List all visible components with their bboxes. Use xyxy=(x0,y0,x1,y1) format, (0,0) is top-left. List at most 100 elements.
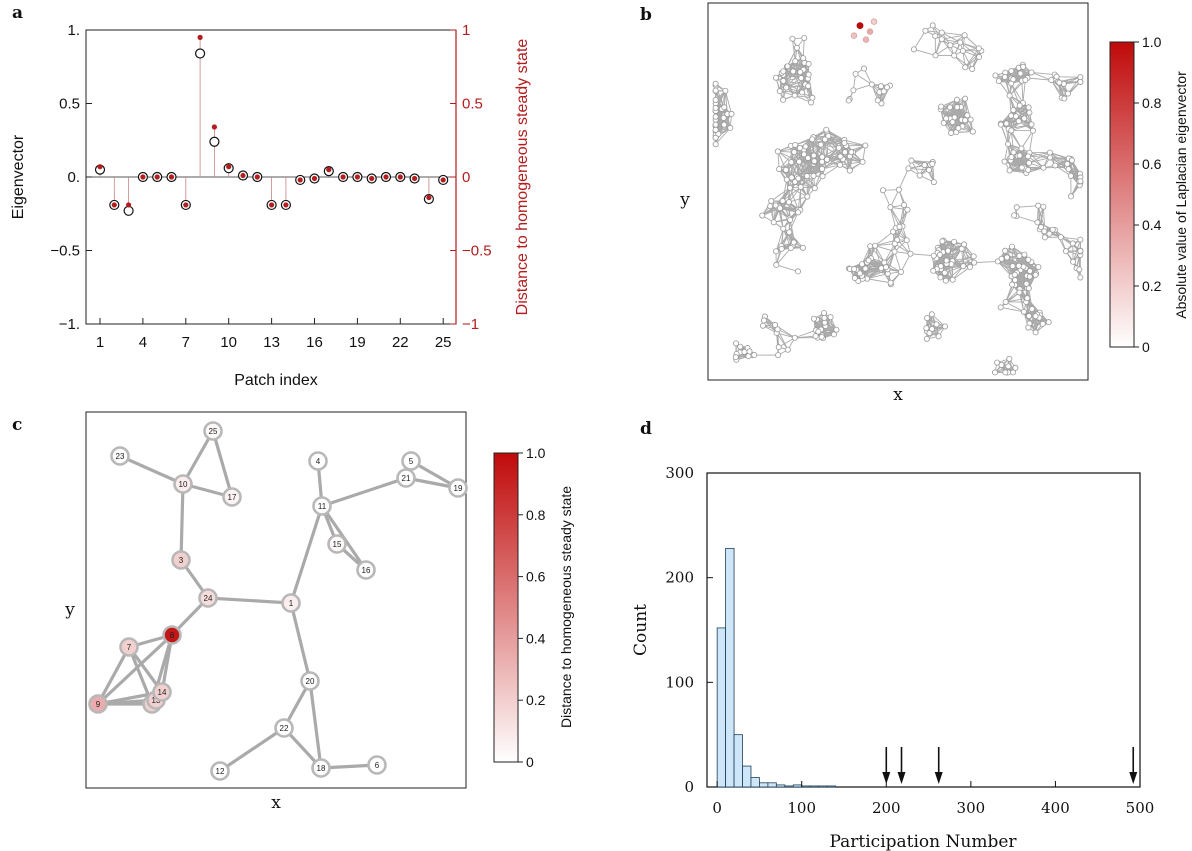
network-node xyxy=(770,219,777,226)
x-tick-label: 22 xyxy=(392,334,409,351)
network-node xyxy=(773,261,780,268)
network-edge xyxy=(1049,152,1068,168)
network-edge xyxy=(1016,205,1039,208)
y-tick-label: 1. xyxy=(67,22,80,39)
network-node xyxy=(785,199,792,206)
network-edge xyxy=(1000,306,1024,313)
network-edge xyxy=(1001,258,1019,267)
network-node xyxy=(1020,63,1027,70)
network-edge xyxy=(1010,83,1021,106)
network-node xyxy=(774,148,781,155)
network-node xyxy=(954,104,961,111)
network-edge xyxy=(941,32,965,36)
patch-node-label: 12 xyxy=(216,767,225,776)
patch-node-4: 4 xyxy=(308,451,328,471)
network-edge xyxy=(913,30,926,50)
network-node xyxy=(805,83,812,90)
network-edge xyxy=(1000,292,1020,308)
network-node xyxy=(907,250,914,257)
network-edge xyxy=(1011,124,1032,131)
distance-point xyxy=(369,175,375,182)
patch-node-circle xyxy=(300,671,320,691)
network-node xyxy=(878,100,885,107)
patch-edge xyxy=(179,482,185,562)
network-edge xyxy=(1005,301,1025,313)
network-node xyxy=(805,60,812,67)
network-edge xyxy=(855,73,873,85)
network-edge xyxy=(794,77,802,96)
distance-point xyxy=(126,202,132,208)
network-edge xyxy=(961,248,971,268)
network-node xyxy=(1077,274,1084,281)
network-node xyxy=(812,333,819,340)
patch-node-label: 15 xyxy=(333,540,342,549)
network-node xyxy=(929,22,936,29)
network-node xyxy=(791,334,798,341)
network-node xyxy=(995,78,1002,85)
histogram-bar xyxy=(767,782,777,788)
network-node xyxy=(1009,263,1016,270)
network-node xyxy=(1001,74,1008,81)
patch-node-circle xyxy=(356,560,376,580)
network-edge xyxy=(782,179,788,202)
panel-b-ylabel: y xyxy=(679,190,690,210)
patch-node-label: 1 xyxy=(289,599,294,608)
network-node xyxy=(775,352,782,359)
network-node xyxy=(845,97,852,104)
network-node xyxy=(953,96,960,103)
network-node xyxy=(799,244,806,251)
network-node xyxy=(898,268,905,275)
network-edge xyxy=(1072,239,1081,262)
network-edge xyxy=(926,326,946,340)
patch-node-label: 18 xyxy=(317,764,326,773)
patch-node-20: 20 xyxy=(300,671,320,691)
panel-d-y-ticks: 0 100 200 300 xyxy=(665,464,713,796)
network-node xyxy=(721,121,728,128)
panel-a-marks xyxy=(94,34,449,216)
network-edge xyxy=(790,161,808,177)
colorbar-tick-label: 0.8 xyxy=(1142,95,1162,111)
network-edge xyxy=(824,139,841,157)
network-node xyxy=(788,159,795,166)
network-node xyxy=(1077,78,1084,85)
network-node xyxy=(751,352,758,359)
network-node xyxy=(792,58,799,65)
network-edge xyxy=(783,70,802,79)
patch-node-circle xyxy=(367,755,387,775)
network-node xyxy=(776,166,783,173)
network-node xyxy=(942,323,949,330)
network-edge xyxy=(997,261,1012,277)
network-node xyxy=(727,124,734,131)
histogram-bar xyxy=(742,765,752,788)
patch-edge xyxy=(320,476,408,508)
network-edge xyxy=(775,247,792,266)
network-edge xyxy=(971,50,982,70)
network-node xyxy=(1068,157,1075,164)
network-edge xyxy=(865,268,888,275)
network-edge xyxy=(1054,229,1074,244)
network-node xyxy=(712,134,719,141)
network-node xyxy=(1028,121,1035,128)
network-node xyxy=(1016,152,1023,159)
patch-node-24: 24 xyxy=(198,588,218,608)
network-edge xyxy=(1029,152,1044,169)
network-node xyxy=(1034,219,1041,226)
network-node xyxy=(804,193,811,200)
patch-node-label: 23 xyxy=(116,452,125,461)
patch-edge xyxy=(289,504,324,605)
x-tick-label: 400 xyxy=(1041,799,1070,817)
network-edge xyxy=(889,189,900,208)
patch-node-circle xyxy=(88,694,108,714)
colorbar-tick-label: 0.2 xyxy=(526,692,546,708)
patch-node-circle xyxy=(222,487,242,507)
network-edge xyxy=(1060,236,1081,241)
network-edge xyxy=(1004,250,1020,267)
colorbar-tick-label: 0.6 xyxy=(1142,156,1162,172)
panel-b-colorbar-ticks: 1.0 0.8 0.6 0.4 0.2 0 xyxy=(1134,34,1162,355)
network-node xyxy=(1017,70,1024,77)
network-node xyxy=(865,257,872,264)
network-node xyxy=(1069,240,1076,247)
network-node xyxy=(1002,247,1009,254)
network-edge xyxy=(789,187,808,198)
network-node xyxy=(783,84,790,91)
